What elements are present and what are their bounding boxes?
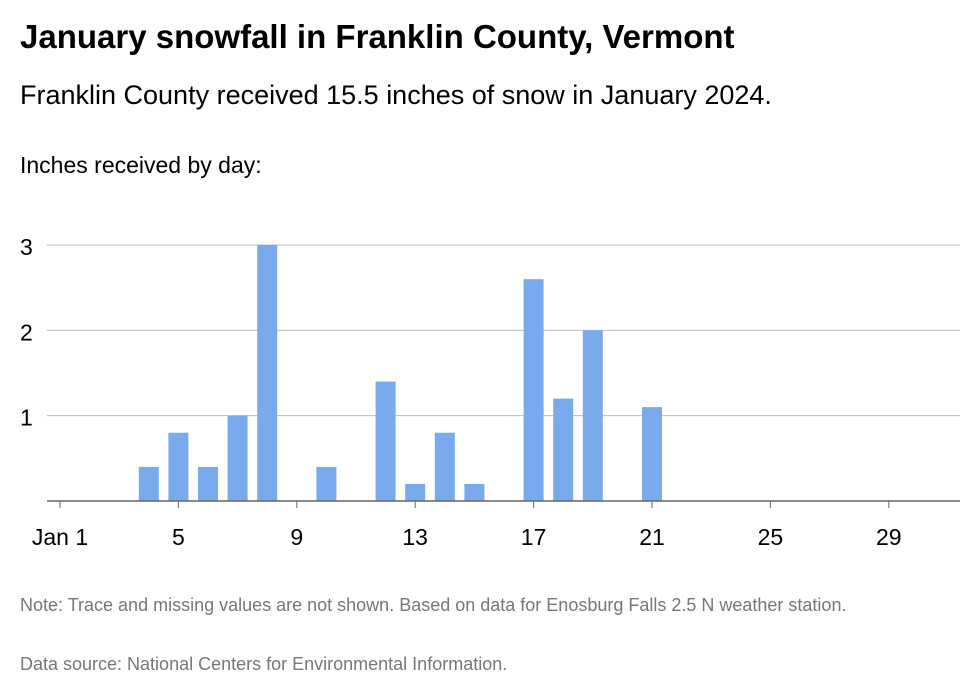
- chart-subtitle: Franklin County received 15.5 inches of …: [20, 80, 772, 110]
- bar-jan-13: [405, 483, 426, 501]
- x-tick-label: 9: [290, 524, 303, 550]
- x-axis: Jan 1 5 9 13 17 21 25 29: [32, 500, 960, 550]
- bar-jan-19: [582, 330, 603, 501]
- chart-note: Note: Trace and missing values are not s…: [20, 595, 847, 615]
- y-tick-label: 1: [20, 405, 33, 431]
- bar-jan-5: [168, 432, 189, 501]
- y-tick-label: 3: [20, 234, 33, 260]
- y-tick-label: 2: [20, 319, 33, 345]
- x-tick-label: 25: [758, 524, 784, 550]
- x-tick-label: 21: [639, 524, 665, 550]
- bar-jan-4: [138, 466, 159, 501]
- bar-jan-15: [464, 483, 485, 501]
- bar-jan-8: [257, 245, 278, 501]
- data-source: Data source: National Centers for Enviro…: [20, 654, 508, 674]
- x-tick-label: Jan 1: [32, 524, 88, 550]
- gridlines: 1 2 3: [20, 234, 960, 431]
- bar-jan-21: [642, 407, 662, 501]
- bar-jan-7: [227, 415, 248, 501]
- bars: [138, 245, 662, 501]
- chart-title: January snowfall in Franklin County, Ver…: [20, 18, 735, 55]
- x-tick-label: 29: [876, 524, 902, 550]
- bar-jan-14: [434, 432, 455, 501]
- bar-jan-18: [553, 398, 574, 501]
- x-tick-label: 13: [402, 524, 428, 550]
- x-tick-label: 17: [521, 524, 547, 550]
- y-axis-label: Inches received by day:: [20, 152, 262, 178]
- bar-jan-12: [375, 381, 396, 501]
- x-tick-label: 5: [172, 524, 185, 550]
- bar-jan-10: [316, 466, 337, 501]
- bar-chart: 1 2 3 Jan 1 5 9 13 17 21 25 29: [20, 234, 960, 550]
- bar-jan-6: [198, 466, 218, 501]
- bar-jan-17: [523, 279, 544, 501]
